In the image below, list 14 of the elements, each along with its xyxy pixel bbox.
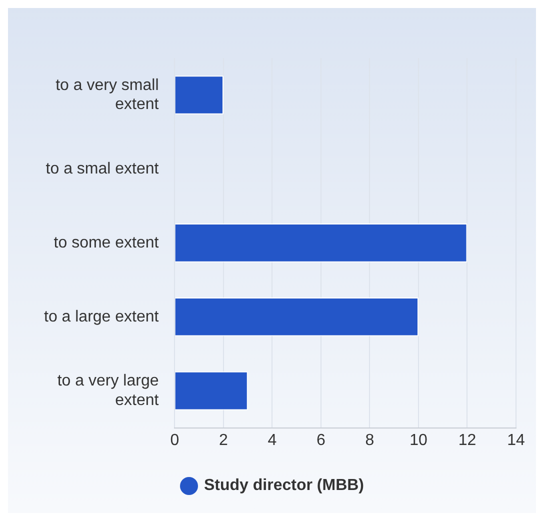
x-tick-label: 6 bbox=[316, 432, 326, 449]
x-tick-label: 0 bbox=[170, 432, 180, 449]
y-tick-label: to some extent bbox=[54, 234, 160, 252]
x-tick-label: 4 bbox=[268, 432, 277, 449]
y-tick-label: to a very large extent bbox=[57, 372, 160, 409]
legend-label: Study director (MBB) bbox=[204, 477, 364, 495]
y-tick-label: to a large extent bbox=[44, 308, 160, 326]
y-tick-label: to a smal extent bbox=[46, 160, 160, 178]
x-tick-label: 10 bbox=[410, 432, 428, 449]
x-tick-label: 8 bbox=[365, 432, 374, 449]
x-tick-label: 12 bbox=[458, 432, 476, 449]
x-tick-label: 2 bbox=[219, 432, 228, 449]
y-tick-label: to a very small extent bbox=[56, 76, 160, 113]
x-tick-label: 14 bbox=[507, 432, 525, 449]
